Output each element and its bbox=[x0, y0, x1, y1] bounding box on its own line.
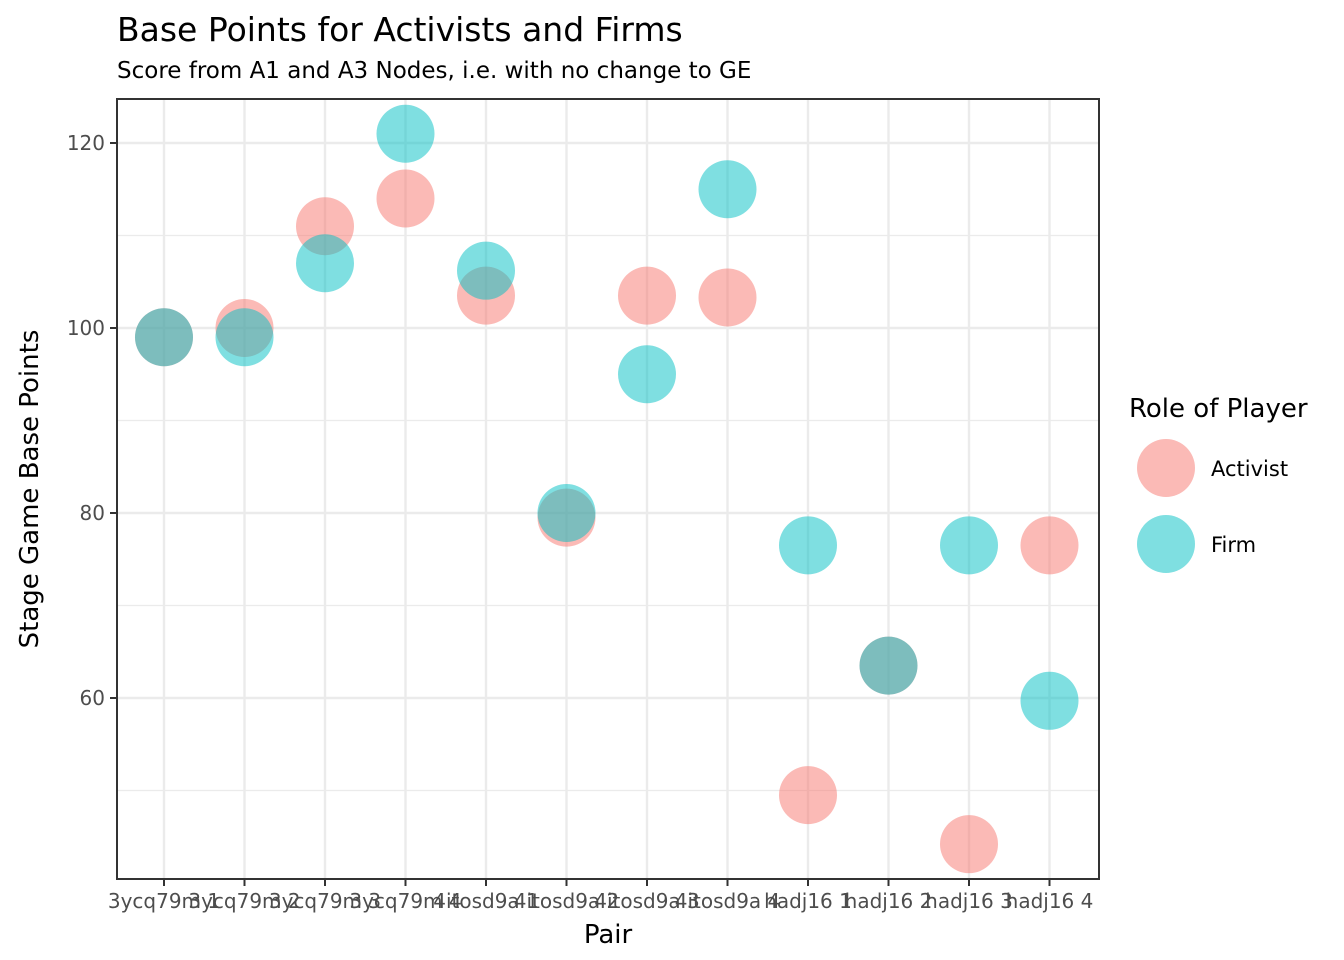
point-firm bbox=[618, 345, 676, 404]
y-tick-label: 80 bbox=[80, 501, 105, 525]
point-activist bbox=[940, 815, 998, 874]
point-activist bbox=[376, 169, 435, 228]
x-tick-label: 3ycq79m 2 bbox=[188, 889, 300, 913]
chart-title: Base Points for Activists and Firms bbox=[117, 10, 683, 49]
x-tick-label: 4itosd9a 4 bbox=[675, 889, 781, 913]
point-firm bbox=[457, 241, 515, 300]
legend-key-firm bbox=[1137, 515, 1195, 573]
x-tick-label: 3ycq79m 1 bbox=[108, 889, 220, 913]
legend: Role of Player Activist Firm bbox=[1129, 394, 1308, 573]
point-activist bbox=[698, 268, 757, 327]
x-tick-label: 3ycq79m 3 bbox=[269, 889, 381, 913]
y-axis-title: Stage Game Base Points bbox=[15, 330, 45, 649]
x-tick-label: 4itosd9a 3 bbox=[594, 889, 700, 913]
grid bbox=[117, 99, 1099, 879]
x-tick-label: 4itosd9a 2 bbox=[514, 889, 620, 913]
plot-panel-border bbox=[116, 98, 1100, 880]
point-firm bbox=[135, 308, 193, 367]
legend-keys: Activist Firm bbox=[1137, 439, 1288, 573]
x-axis-title: Pair bbox=[584, 920, 633, 950]
point-firm bbox=[859, 636, 918, 695]
point-activist bbox=[618, 266, 676, 325]
x-tick-label: 3ycq79m 4 bbox=[349, 889, 461, 913]
x-tick-label: hadj16 1 bbox=[764, 889, 852, 913]
point-firm bbox=[296, 234, 354, 293]
data-points bbox=[135, 104, 1079, 874]
legend-key-activist bbox=[1137, 439, 1195, 497]
x-tick-label: 4itosd9a 1 bbox=[433, 889, 539, 913]
y-tick-label: 120 bbox=[67, 131, 105, 155]
point-firm bbox=[376, 104, 435, 163]
legend-title: Role of Player bbox=[1129, 394, 1308, 424]
x-tick-label: hadj16 4 bbox=[1006, 889, 1094, 913]
point-firm bbox=[215, 308, 274, 367]
y-tick-label: 60 bbox=[80, 686, 105, 710]
x-tick-label: hadj16 3 bbox=[925, 889, 1013, 913]
legend-label-firm: Firm bbox=[1211, 533, 1256, 557]
point-firm bbox=[940, 516, 998, 575]
legend-label-activist: Activist bbox=[1211, 457, 1288, 481]
x-tick-label: hadj16 2 bbox=[845, 889, 933, 913]
point-firm bbox=[698, 160, 757, 219]
point-firm bbox=[1020, 671, 1079, 730]
y-tick-label: 100 bbox=[67, 316, 105, 340]
chart-subtitle: Score from A1 and A3 Nodes, i.e. with no… bbox=[117, 58, 751, 84]
point-activist bbox=[779, 766, 837, 825]
point-activist bbox=[1020, 516, 1079, 575]
point-firm bbox=[779, 516, 837, 575]
point-firm bbox=[537, 484, 596, 542]
